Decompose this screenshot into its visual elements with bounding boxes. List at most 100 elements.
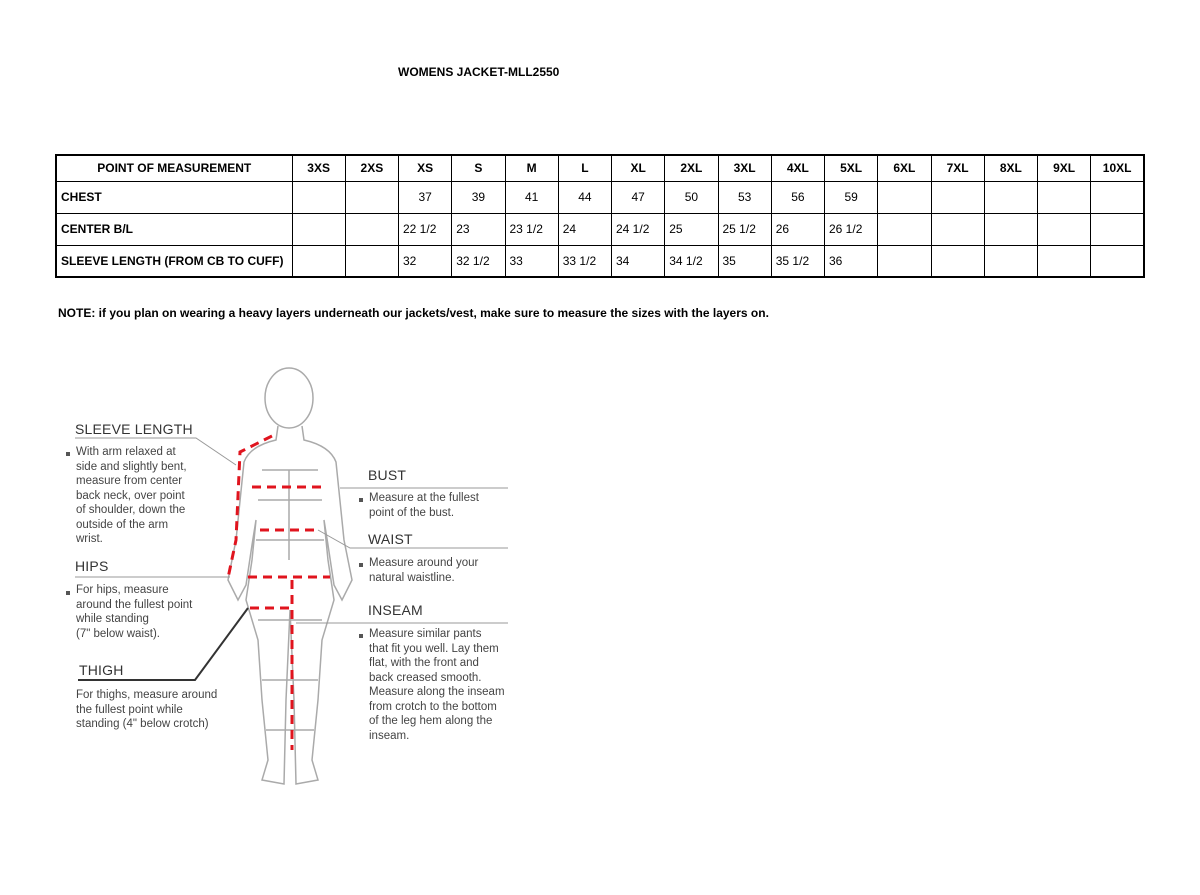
sleeve-dash xyxy=(226,434,273,579)
table-cell: 33 1/2 xyxy=(557,244,613,278)
text-line: With arm relaxed at xyxy=(76,446,176,458)
bust-label: BUST xyxy=(368,467,407,483)
header-size-2xs: 2XS xyxy=(344,154,400,182)
header-size-s: S xyxy=(451,154,506,182)
table-header-row: POINT OF MEASUREMENT 3XS 2XS XS S M L XL 2XL 3XL 4… xyxy=(55,154,1145,182)
header-size-3xl: 3XL xyxy=(717,154,772,182)
table-cell xyxy=(1090,244,1145,278)
sleeve-length-text: With arm relaxed at side and slightly ben… xyxy=(76,445,187,547)
text-line: the fullest point while xyxy=(76,703,183,716)
text-line: Measure at the fullest xyxy=(369,492,479,504)
table-cell: 33 xyxy=(504,244,559,278)
thigh-text: For thighs, measure around the fullest po… xyxy=(76,688,217,732)
table-cell: 25 1/2 xyxy=(717,212,772,246)
table-cell: 26 xyxy=(770,212,826,246)
table-cell: 32 1/2 xyxy=(451,244,506,278)
text-line: back neck, over point xyxy=(76,489,185,502)
row-label: SLEEVE LENGTH (FROM CB TO CUFF) xyxy=(55,244,293,278)
table-cell: 32 xyxy=(397,244,453,278)
table-cell xyxy=(983,180,1039,214)
text-line: flat, with the front and xyxy=(369,657,479,669)
table-cell xyxy=(1090,180,1145,214)
body-outline xyxy=(227,367,353,785)
table-cell: 36 xyxy=(823,244,879,278)
table-row-center-bl: CENTER B/L 22 1/2 23 23 1/2 24 24 1/2 25 25 1/2… xyxy=(55,212,1145,246)
table-cell: 35 xyxy=(717,244,772,278)
header-point-of-measurement: POINT OF MEASUREMENT xyxy=(55,154,293,182)
inseam-text: Measure similar pants that fit you well. … xyxy=(369,627,505,743)
table-cell xyxy=(291,244,346,278)
table-cell xyxy=(1036,212,1092,246)
row-label: CHEST xyxy=(55,180,293,214)
hips-text: For hips, measure around the fullest poin… xyxy=(76,583,192,641)
table-row-chest: CHEST 37 39 41 44 47 50 53 56 59 xyxy=(55,180,1145,214)
waist-label: WAIST xyxy=(368,531,413,547)
text-line: For thighs, measure around xyxy=(76,689,218,701)
text-line: (7" below waist). xyxy=(76,627,160,640)
table-cell xyxy=(291,180,346,214)
text-line: while standing xyxy=(76,613,149,625)
bullet-icon xyxy=(359,634,363,638)
table-cell: 24 1/2 xyxy=(610,212,666,246)
hips-label: HIPS xyxy=(75,558,109,574)
bullet-icon xyxy=(359,563,363,567)
header-size-6xl: 6XL xyxy=(877,154,932,182)
header-size-10xl: 10XL xyxy=(1090,154,1145,182)
text-line: measure from center xyxy=(76,475,183,487)
table-cell: 22 1/2 xyxy=(397,212,453,246)
header-size-xl: XL xyxy=(610,154,666,182)
text-line: back creased smooth. xyxy=(369,671,482,684)
table-row-sleeve-length: SLEEVE LENGTH (FROM CB TO CUFF) 32 32 1/2 3… xyxy=(55,244,1145,278)
text-line: wrist. xyxy=(76,533,103,545)
bust-text: Measure at the fullest point of the bust. xyxy=(369,491,479,520)
thigh-label: THIGH xyxy=(79,662,124,678)
table-cell xyxy=(930,244,985,278)
table-cell: 34 xyxy=(610,244,666,278)
size-chart-table: POINT OF MEASUREMENT 3XS 2XS XS S M L XL 2XL 3XL 4… xyxy=(55,154,1145,278)
table-cell xyxy=(1036,244,1092,278)
text-line: outside of the arm xyxy=(76,518,169,531)
waist-text: Measure around your natural waistline. xyxy=(369,556,478,585)
text-line: natural waistline. xyxy=(369,571,455,584)
text-line: side and slightly bent, xyxy=(76,460,187,473)
document-title: WOMENS JACKET-MLL2550 xyxy=(398,65,560,79)
table-cell xyxy=(983,212,1039,246)
leader-lines xyxy=(75,437,508,624)
text-line: inseam. xyxy=(369,729,410,742)
measurement-dash-lines xyxy=(226,434,330,750)
table-cell: 50 xyxy=(664,180,719,214)
inseam-label: INSEAM xyxy=(368,602,423,618)
text-line: point of the bust. xyxy=(369,506,455,519)
bullet-icon xyxy=(66,452,70,456)
table-cell xyxy=(344,244,400,278)
table-cell xyxy=(877,244,932,278)
text-line: Measure around your xyxy=(369,557,479,569)
text-line: around the fullest point xyxy=(76,598,193,611)
header-size-3xs: 3XS xyxy=(291,154,346,182)
bullet-icon xyxy=(66,591,70,595)
text-line: Measure along the inseam xyxy=(369,686,505,698)
table-cell xyxy=(930,180,985,214)
table-cell: 25 xyxy=(664,212,719,246)
table-cell: 26 1/2 xyxy=(823,212,879,246)
text-line: of the leg hem along the xyxy=(369,715,493,727)
sleeve-length-label: SLEEVE LENGTH xyxy=(75,421,193,437)
table-cell: 23 1/2 xyxy=(504,212,559,246)
text-line: standing (4" below crotch) xyxy=(76,718,209,730)
text-line: that fit you well. Lay them xyxy=(369,642,499,655)
header-size-5xl: 5XL xyxy=(823,154,879,182)
table-cell: 41 xyxy=(504,180,559,214)
text-line: from crotch to the bottom xyxy=(369,700,497,713)
table-cell xyxy=(1090,212,1145,246)
bullet-icon xyxy=(359,498,363,502)
table-cell: 23 xyxy=(451,212,506,246)
layering-note: NOTE: if you plan on wearing a heavy lay… xyxy=(58,306,769,320)
table-cell: 37 xyxy=(397,180,453,214)
text-line: For hips, measure xyxy=(76,584,169,596)
text-line: Measure similar pants xyxy=(369,628,482,640)
table-cell: 34 1/2 xyxy=(664,244,719,278)
table-cell xyxy=(983,244,1039,278)
text-line: of shoulder, down the xyxy=(76,504,186,516)
header-size-l: L xyxy=(557,154,613,182)
